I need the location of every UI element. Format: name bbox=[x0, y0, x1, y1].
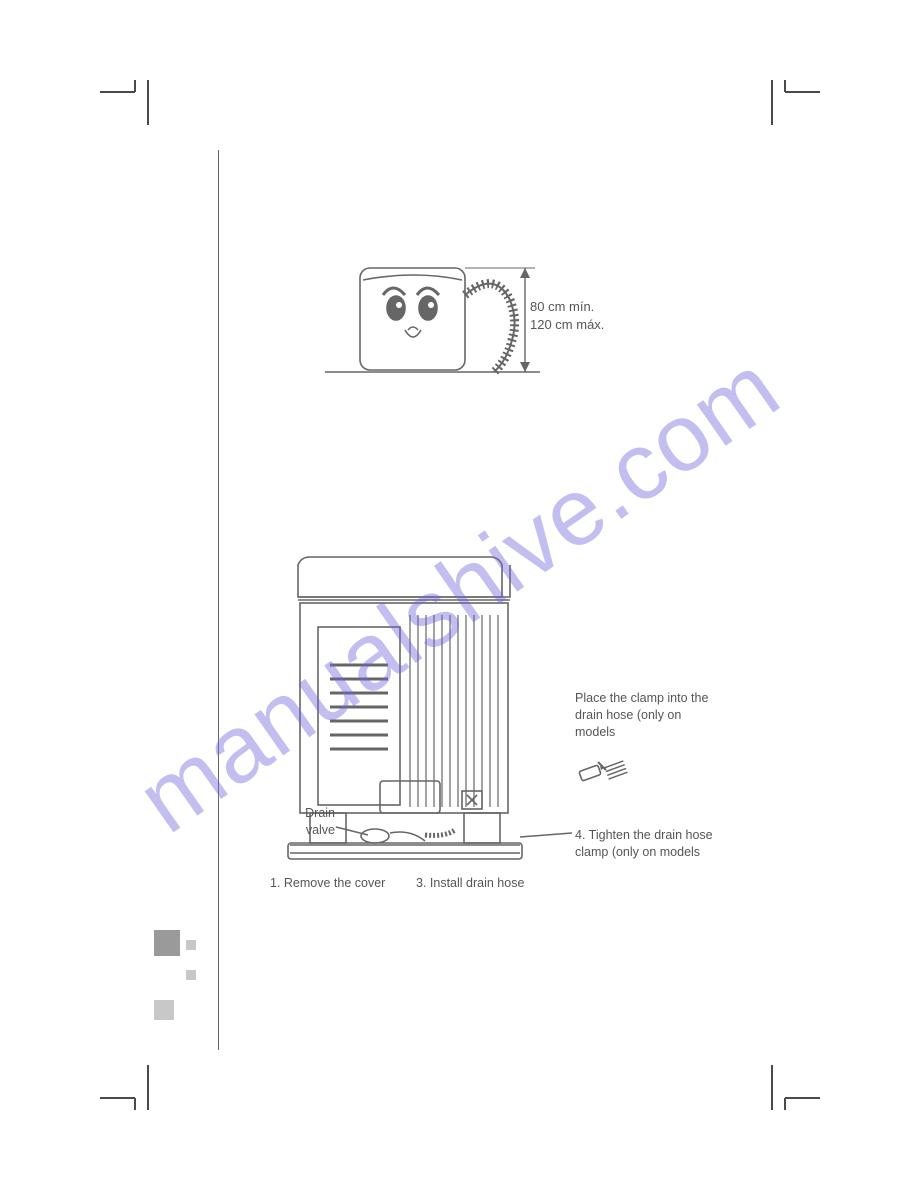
figure-hose-height bbox=[325, 250, 685, 390]
vertical-rule bbox=[218, 150, 219, 1050]
label-clamp-info: Place the clamp into the drain hose (onl… bbox=[575, 690, 710, 741]
page: 80 cm mín. 120 cm máx. bbox=[0, 0, 918, 1188]
label-step-3: 3. Install drain hose bbox=[416, 875, 524, 892]
hose-height-labels: 80 cm mín. 120 cm máx. bbox=[530, 298, 604, 333]
hose-min-label: 80 cm mín. bbox=[530, 298, 604, 316]
crop-mark-bl bbox=[100, 1065, 160, 1110]
decorative-squares bbox=[152, 928, 212, 1038]
hose-max-label: 120 cm máx. bbox=[530, 316, 604, 334]
crop-mark-br bbox=[760, 1065, 820, 1110]
crop-mark-tl bbox=[100, 80, 160, 125]
crop-mark-tr bbox=[760, 80, 820, 125]
label-drain-valve: Drain valve bbox=[275, 805, 335, 839]
label-step-1: 1. Remove the cover bbox=[270, 875, 385, 892]
label-step-4: 4. Tighten the drain hose clamp (only on… bbox=[575, 827, 720, 861]
